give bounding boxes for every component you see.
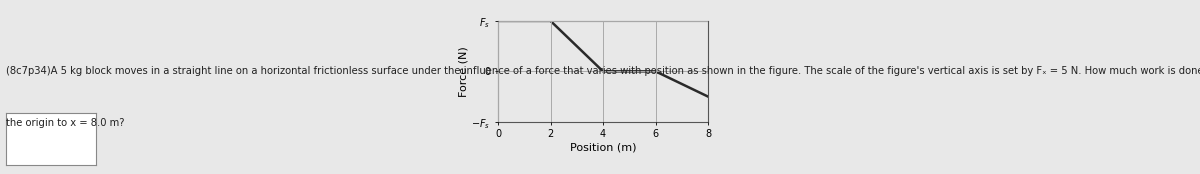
- Text: (8c7p34)A 5 kg block moves in a straight line on a horizontal frictionless surfa: (8c7p34)A 5 kg block moves in a straight…: [6, 66, 1200, 76]
- X-axis label: Position (m): Position (m): [570, 142, 636, 152]
- Text: the origin to x = 8.0 m?: the origin to x = 8.0 m?: [6, 118, 125, 128]
- Y-axis label: Force (N): Force (N): [458, 46, 468, 97]
